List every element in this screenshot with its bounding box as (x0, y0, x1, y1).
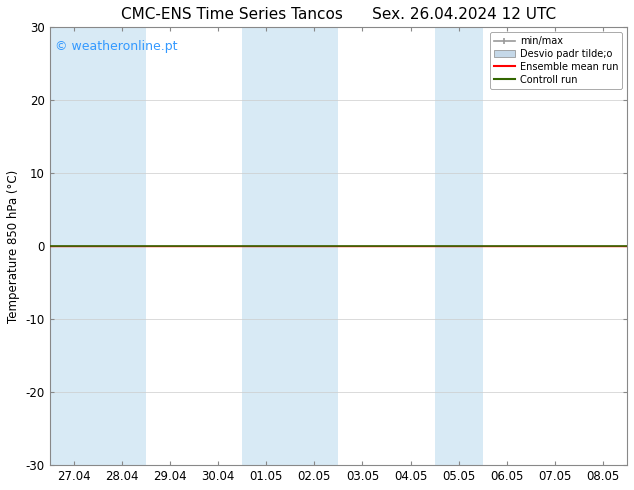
Bar (290, 27, 339, 465)
Bar (49, 27, 98, 465)
Bar (434, 27, 482, 465)
Bar (98, 27, 146, 465)
Legend: min/max, Desvio padr tilde;o, Ensemble mean run, Controll run: min/max, Desvio padr tilde;o, Ensemble m… (489, 32, 622, 89)
Y-axis label: Temperature 850 hPa (°C): Temperature 850 hPa (°C) (7, 170, 20, 323)
Text: © weatheronline.pt: © weatheronline.pt (55, 40, 178, 53)
Bar (242, 27, 290, 465)
Title: CMC-ENS Time Series Tancos      Sex. 26.04.2024 12 UTC: CMC-ENS Time Series Tancos Sex. 26.04.20… (120, 7, 556, 22)
